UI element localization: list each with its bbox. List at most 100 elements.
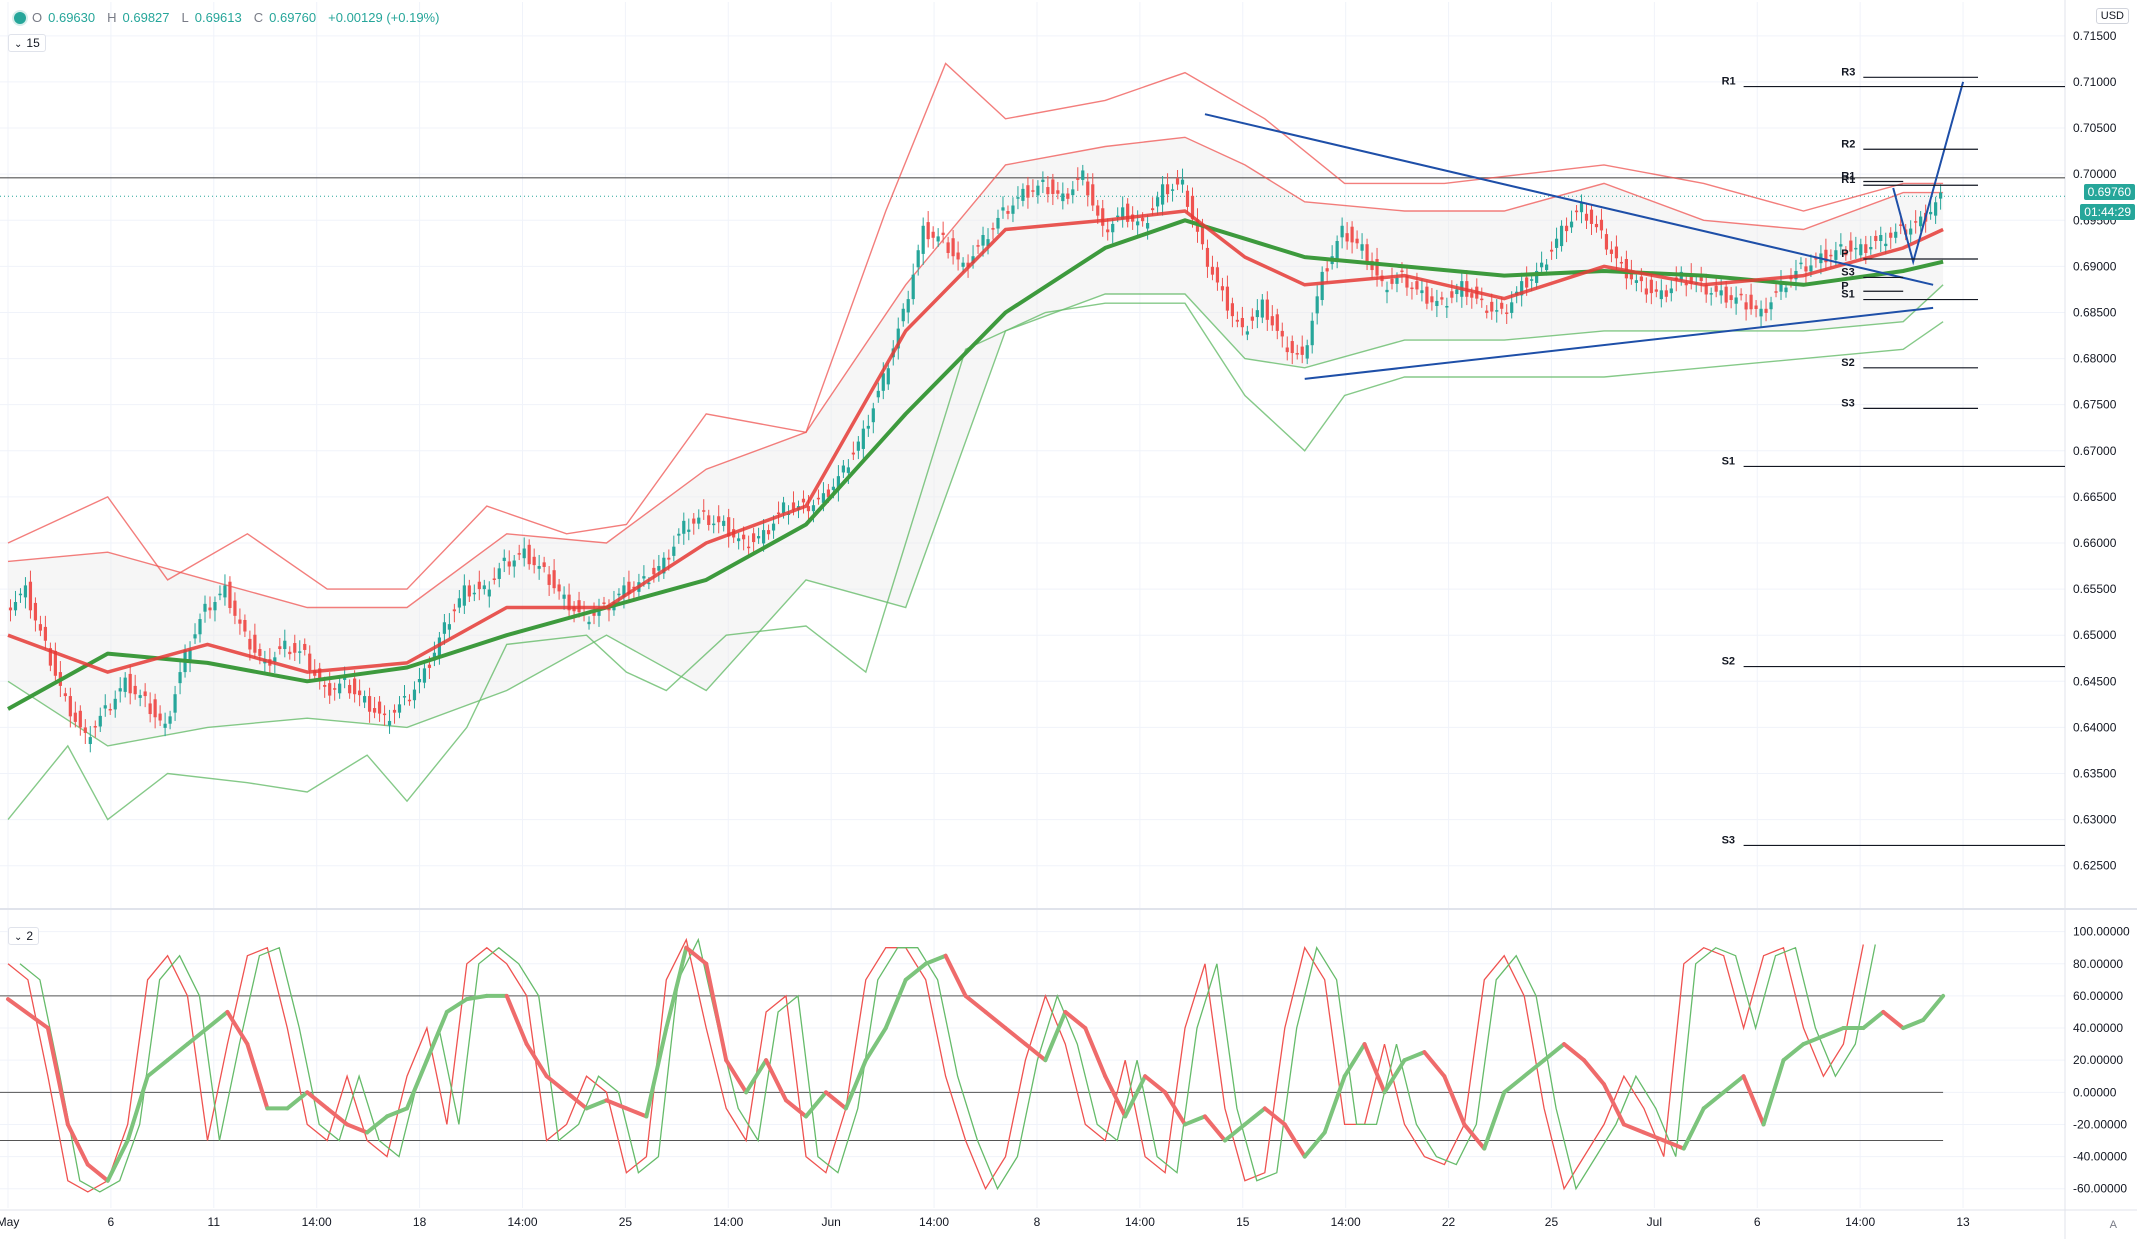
candle-body (1849, 240, 1853, 252)
candle-body (1315, 296, 1319, 314)
candle-body (1026, 185, 1030, 198)
price-pane-indicators-toggle[interactable]: ⌄ 15 (8, 34, 46, 52)
candle-body (377, 701, 382, 714)
candle-body (1260, 299, 1264, 318)
candle-body (906, 299, 910, 313)
candle-body (213, 602, 217, 611)
candle-body (228, 581, 232, 608)
candle-body (1006, 211, 1010, 214)
momentum-segment (165, 1042, 190, 1063)
candle-body (1121, 207, 1125, 220)
candle-body (188, 649, 192, 662)
candle-body (83, 727, 87, 733)
candle-body (1624, 258, 1629, 279)
candle-body (1360, 244, 1364, 251)
candle-body (1854, 247, 1858, 250)
candle-body (328, 683, 332, 696)
candle-body (203, 603, 207, 612)
candle-body (946, 242, 950, 253)
candle-body (1799, 262, 1803, 265)
candle-body (308, 653, 312, 671)
auto-scale-button[interactable]: A (2109, 1219, 2117, 1231)
momentum-segment (1601, 1082, 1626, 1127)
candle-body (1480, 298, 1484, 301)
candle-body (173, 694, 177, 713)
candle-body (153, 699, 157, 718)
candle-body (1530, 279, 1534, 281)
momentum-segment (1362, 1042, 1387, 1095)
candle-body (138, 695, 142, 698)
candle-body (1405, 275, 1409, 288)
candle-body (791, 502, 796, 510)
upper-trendline (1204, 113, 1934, 286)
candle-body (233, 600, 237, 616)
candle-body (392, 709, 397, 713)
candle-body (1250, 316, 1254, 321)
candle-body (298, 651, 302, 653)
candle-body (1170, 189, 1175, 191)
candle-body (602, 602, 606, 604)
candle-body (742, 534, 746, 540)
time-axis-tick: 22 (1442, 1215, 1456, 1229)
candle-body (1784, 287, 1788, 293)
candle-body (1111, 223, 1115, 233)
candle-body (687, 529, 691, 532)
candle-body (1016, 197, 1020, 199)
candle-body (1220, 286, 1225, 291)
momentum-segment (724, 1058, 749, 1095)
candle-body (1136, 221, 1140, 226)
candle-body (1629, 270, 1633, 280)
momentum-segment (1003, 1026, 1028, 1047)
candle-body (1165, 184, 1170, 195)
momentum-segment (1641, 1130, 1666, 1143)
candle-body (1046, 187, 1050, 195)
candle-body (1340, 225, 1344, 238)
candle-body (1749, 294, 1753, 310)
currency-button[interactable]: USD (2095, 8, 2129, 24)
candle-body (33, 602, 38, 621)
momentum-segment (1861, 1009, 1886, 1031)
candle-body (1669, 288, 1673, 294)
candle-body (697, 517, 701, 524)
close-value: 0.69760 (269, 10, 317, 25)
daily-pivot-label: P (1841, 280, 1848, 292)
candle-body (1769, 302, 1773, 310)
candle-body (1141, 217, 1145, 222)
candle-body (1160, 184, 1165, 205)
candle-body (1699, 275, 1703, 282)
time-axis-tick: 14:00 (507, 1215, 537, 1229)
candle-body (1584, 213, 1589, 221)
candle-body (876, 390, 880, 398)
momentum-segment (1482, 1090, 1507, 1151)
candle-body (1445, 306, 1449, 308)
lower-outer-band (7, 302, 1944, 821)
candle-body (492, 578, 496, 580)
candle-body (1724, 286, 1728, 303)
momentum-segment (1442, 1074, 1467, 1127)
momentum-segment (285, 1090, 310, 1111)
momentum-segment (1302, 1130, 1327, 1159)
candle-body (1021, 188, 1025, 201)
candle-body (866, 425, 870, 429)
candle-body (437, 637, 442, 657)
momentum-segment (6, 997, 50, 1031)
oscillator-pane-toggle[interactable]: ⌄ 2 (8, 927, 40, 945)
candle-body (1430, 296, 1434, 303)
candle-body (442, 622, 446, 634)
momentum-segment (1043, 1009, 1068, 1063)
candle-body (1939, 192, 1943, 199)
candle-body (1510, 302, 1514, 313)
candle-body (288, 651, 292, 655)
candle-body (1345, 233, 1349, 242)
time-axis-tick: 8 (1034, 1215, 1041, 1229)
candle-body (1455, 289, 1459, 295)
candle-body (961, 262, 965, 267)
candle-body (1415, 281, 1419, 290)
candle-body (243, 619, 247, 632)
candle-body (692, 518, 696, 524)
candle-body (662, 557, 666, 574)
candle-body (53, 650, 57, 676)
time-axis-tick: 11 (208, 1215, 221, 1229)
candle-body (412, 689, 417, 701)
